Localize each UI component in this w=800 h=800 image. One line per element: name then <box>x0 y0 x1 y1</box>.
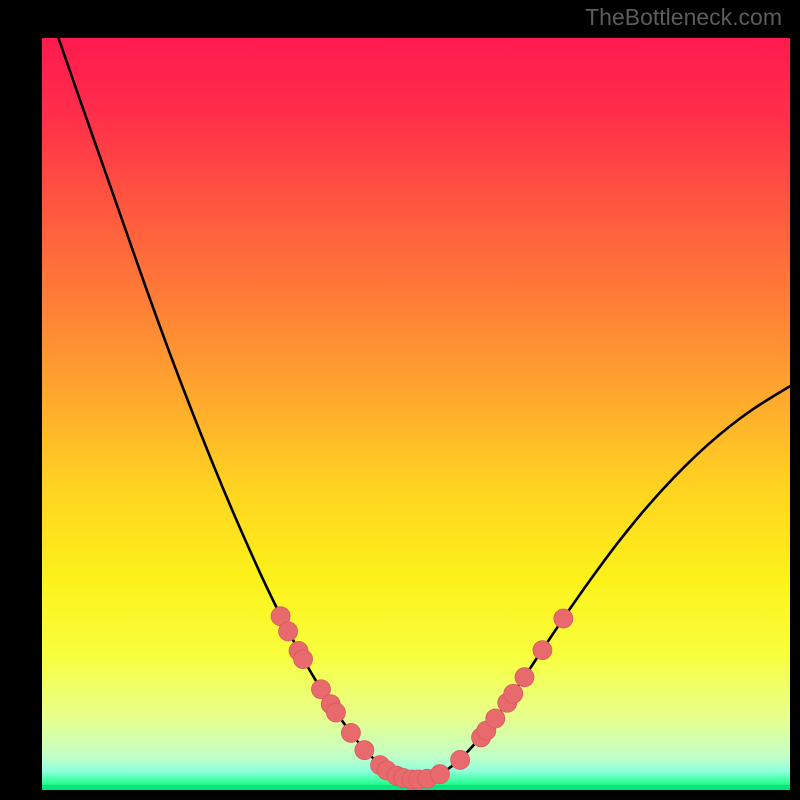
marker-point <box>451 750 470 769</box>
watermark-text: TheBottleneck.com <box>585 4 782 31</box>
marker-point <box>355 741 374 760</box>
marker-point <box>341 723 360 742</box>
marker-point <box>515 668 534 687</box>
marker-point <box>554 609 573 628</box>
marker-point <box>504 684 523 703</box>
chart-svg <box>42 38 790 790</box>
marker-point <box>326 703 345 722</box>
marker-point <box>279 622 298 641</box>
frame <box>0 0 800 800</box>
curve-left-curve <box>58 38 416 780</box>
marker-point <box>486 709 505 728</box>
plot-area <box>42 38 790 790</box>
marker-point <box>294 650 313 669</box>
marker-point <box>430 765 449 784</box>
marker-point <box>533 641 552 660</box>
curve-right-curve <box>416 386 790 780</box>
